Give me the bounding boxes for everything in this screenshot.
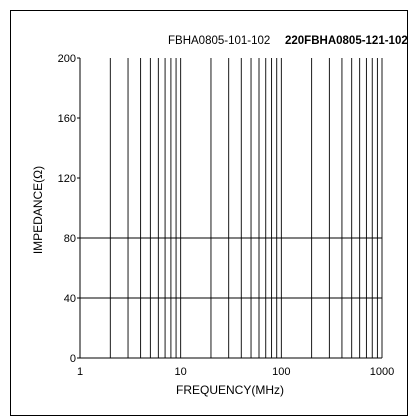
y-tick-label: 80 [64,233,76,245]
x-tick-label: 10 [175,366,187,378]
chart-title: FBHA0805-101-102 [168,35,270,47]
x-tick-label: 100 [272,366,290,378]
y-tick-label: 160 [58,113,76,125]
y-tick-label: 120 [58,173,76,185]
axes [77,57,382,359]
grid-lines [80,58,383,358]
y-axis-label: IMPEDANCE(Ω) [31,166,45,254]
y-tick-label: 200 [58,53,76,65]
x-tick-labels: 1 10 100 1000 [77,366,394,378]
x-axis-label: FREQUENCY(MHz) [176,383,284,397]
chart-title-overlap: 220FBHA0805-121-102 [285,35,408,47]
y-tick-label: 40 [64,293,76,305]
x-tick-label: 1 [77,366,83,378]
y-tick-labels: 0 40 80 120 160 200 [58,53,76,365]
y-tick-label: 0 [70,353,76,365]
x-tick-label: 1000 [370,366,394,378]
